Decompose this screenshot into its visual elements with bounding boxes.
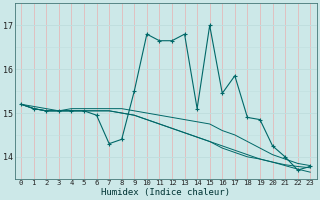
X-axis label: Humidex (Indice chaleur): Humidex (Indice chaleur) [101,188,230,197]
